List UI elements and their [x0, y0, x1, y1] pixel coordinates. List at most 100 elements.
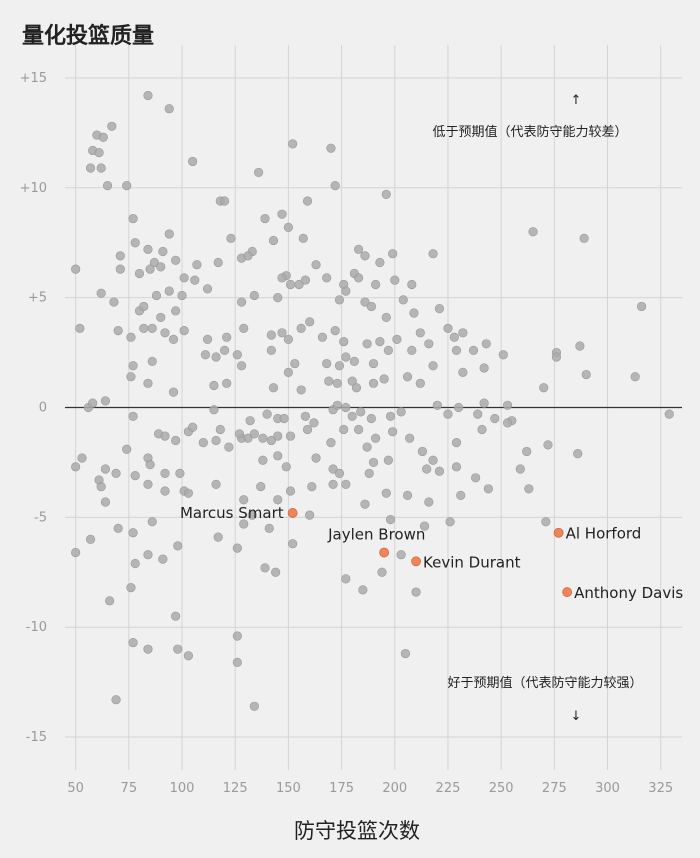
- data-point: [243, 251, 253, 261]
- data-point: [209, 380, 219, 391]
- data-point: [458, 328, 468, 338]
- data-point: [160, 486, 170, 496]
- data-point: [247, 510, 257, 520]
- data-point: [156, 312, 166, 323]
- data-point: [424, 339, 434, 349]
- data-point: [94, 148, 104, 158]
- data-point: [385, 514, 396, 525]
- data-point: [183, 488, 193, 498]
- data-point: [236, 297, 247, 307]
- data-point: [360, 297, 370, 307]
- data-point: [258, 455, 268, 465]
- data-point: [126, 372, 136, 382]
- highlighted-point: [379, 547, 390, 558]
- data-point: [434, 304, 445, 314]
- data-point: [428, 455, 438, 465]
- data-point: [317, 332, 328, 342]
- data-point: [630, 372, 640, 382]
- data-point: [100, 464, 111, 474]
- data-point: [326, 438, 336, 448]
- data-point: [328, 464, 338, 474]
- data-point: [156, 262, 166, 272]
- data-point: [334, 468, 345, 479]
- data-point: [249, 429, 259, 439]
- data-point: [383, 345, 393, 355]
- data-point: [260, 563, 270, 573]
- data-point: [268, 235, 279, 246]
- data-point: [405, 433, 415, 443]
- data-point: [371, 433, 381, 443]
- data-point: [273, 495, 283, 505]
- data-point: [202, 334, 213, 344]
- data-point: [368, 358, 379, 369]
- data-point: [396, 407, 406, 417]
- data-point: [581, 369, 591, 380]
- data-point: [164, 286, 174, 296]
- tick-labels: 50 75 100 125 150 175 200 225 250 275 300 325 +15 +10…: [20, 71, 674, 796]
- data-point: [277, 328, 287, 338]
- data-point: [113, 523, 123, 533]
- data-point: [264, 523, 274, 533]
- annotation-below: 好于预期值（代表防守能力较强）: [447, 675, 642, 691]
- data-point: [179, 273, 189, 283]
- data-point: [222, 332, 232, 342]
- data-point: [379, 374, 389, 384]
- data-point: [232, 350, 242, 360]
- data-point: [111, 468, 121, 479]
- data-point: [375, 336, 385, 347]
- data-point: [213, 257, 223, 268]
- highlighted-points: Marcus Smart Jaylen Brown Kevin Durant Al H…: [180, 504, 683, 602]
- point-label: Marcus Smart: [180, 504, 284, 522]
- data-point: [232, 657, 242, 667]
- data-point: [243, 433, 253, 443]
- data-point: [277, 273, 287, 283]
- data-point: [288, 139, 298, 149]
- data-point: [96, 163, 106, 173]
- data-point: [366, 301, 376, 312]
- data-point: [147, 323, 157, 334]
- data-point: [451, 345, 462, 355]
- data-point: [147, 517, 157, 527]
- data-point: [354, 244, 364, 254]
- data-point: [573, 449, 583, 459]
- x-tick-label: 175: [329, 781, 354, 796]
- point-label: Kevin Durant: [423, 553, 521, 571]
- data-point: [98, 132, 108, 142]
- data-point: [128, 213, 138, 224]
- data-point: [183, 651, 193, 661]
- data-point: [258, 433, 268, 443]
- x-tick-label: 150: [276, 781, 301, 796]
- data-point: [234, 429, 245, 439]
- data-point: [75, 323, 85, 334]
- x-tick-label: 125: [223, 781, 248, 796]
- data-point: [415, 378, 425, 388]
- data-point: [130, 471, 140, 481]
- data-point: [456, 490, 466, 500]
- data-point: [477, 424, 487, 435]
- data-point: [285, 431, 296, 441]
- data-point: [483, 484, 493, 494]
- data-point: [151, 290, 162, 301]
- data-point: [100, 497, 111, 507]
- x-tick-label: 325: [648, 781, 673, 796]
- data-point: [302, 196, 313, 206]
- data-point: [341, 479, 351, 489]
- data-point: [279, 413, 289, 424]
- data-point: [417, 446, 428, 457]
- data-point: [143, 550, 153, 560]
- data-point: [490, 413, 500, 424]
- data-point: [502, 418, 513, 428]
- data-point: [175, 468, 185, 479]
- data-point: [528, 227, 538, 237]
- data-point: [524, 484, 534, 494]
- data-point: [362, 339, 372, 349]
- data-point: [249, 701, 259, 711]
- data-point: [354, 424, 364, 435]
- x-tick-label: 75: [121, 781, 138, 796]
- data-point: [296, 385, 306, 395]
- data-point: [341, 352, 351, 362]
- y-tick-label: -15: [26, 730, 47, 745]
- highlighted-point: [562, 587, 573, 597]
- data-point: [143, 378, 153, 388]
